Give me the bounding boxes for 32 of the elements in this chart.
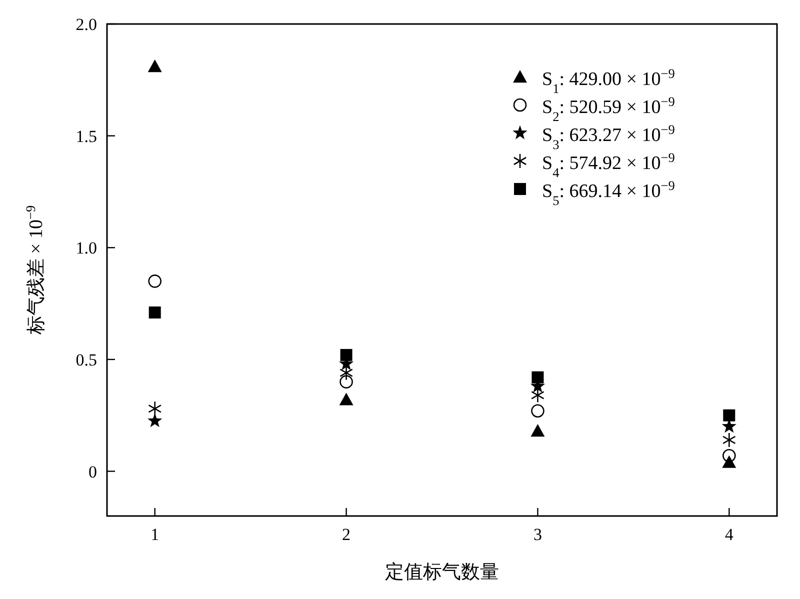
y-tick-label: 1.5 xyxy=(76,126,97,146)
point xyxy=(339,392,354,406)
point xyxy=(148,413,162,428)
point xyxy=(148,274,162,288)
legend-label: S$_{3}$: 623.27 × 10$^{−9}$ xyxy=(542,122,676,152)
x-tick-label: 1 xyxy=(150,525,160,544)
point xyxy=(722,448,736,462)
point xyxy=(340,348,352,361)
point xyxy=(340,365,353,381)
point xyxy=(530,424,545,437)
point xyxy=(722,455,736,468)
point xyxy=(340,375,353,388)
y-tick-label: 0 xyxy=(88,462,97,482)
legend-label: S$_{1}$: 429.00 × 10$^{−9}$ xyxy=(542,66,676,96)
x-tick-label: 2 xyxy=(342,525,351,544)
y-tick-label: 2.0 xyxy=(76,15,97,34)
point xyxy=(531,404,544,418)
y-tick-label: 1.0 xyxy=(76,238,97,258)
x-tick-label: 3 xyxy=(533,525,542,544)
legend-label: S$_{5}$: 669.14 × 10$^{−9}$ xyxy=(542,178,676,208)
point xyxy=(532,371,544,384)
legend-label: S$_{2}$: 520.59 × 10$^{−9}$ xyxy=(542,94,676,124)
point xyxy=(148,306,161,318)
legend-label: S$_{4}$: 574.92 × 10$^{−9}$ xyxy=(542,150,676,180)
point xyxy=(723,409,736,422)
point xyxy=(148,401,162,416)
point xyxy=(722,432,736,448)
point xyxy=(531,388,544,403)
point xyxy=(148,59,162,72)
x-tick-label: 4 xyxy=(724,525,734,544)
x-axis-title: 定值标气数量 xyxy=(385,561,499,583)
y-tick-label: 0.5 xyxy=(76,350,97,370)
